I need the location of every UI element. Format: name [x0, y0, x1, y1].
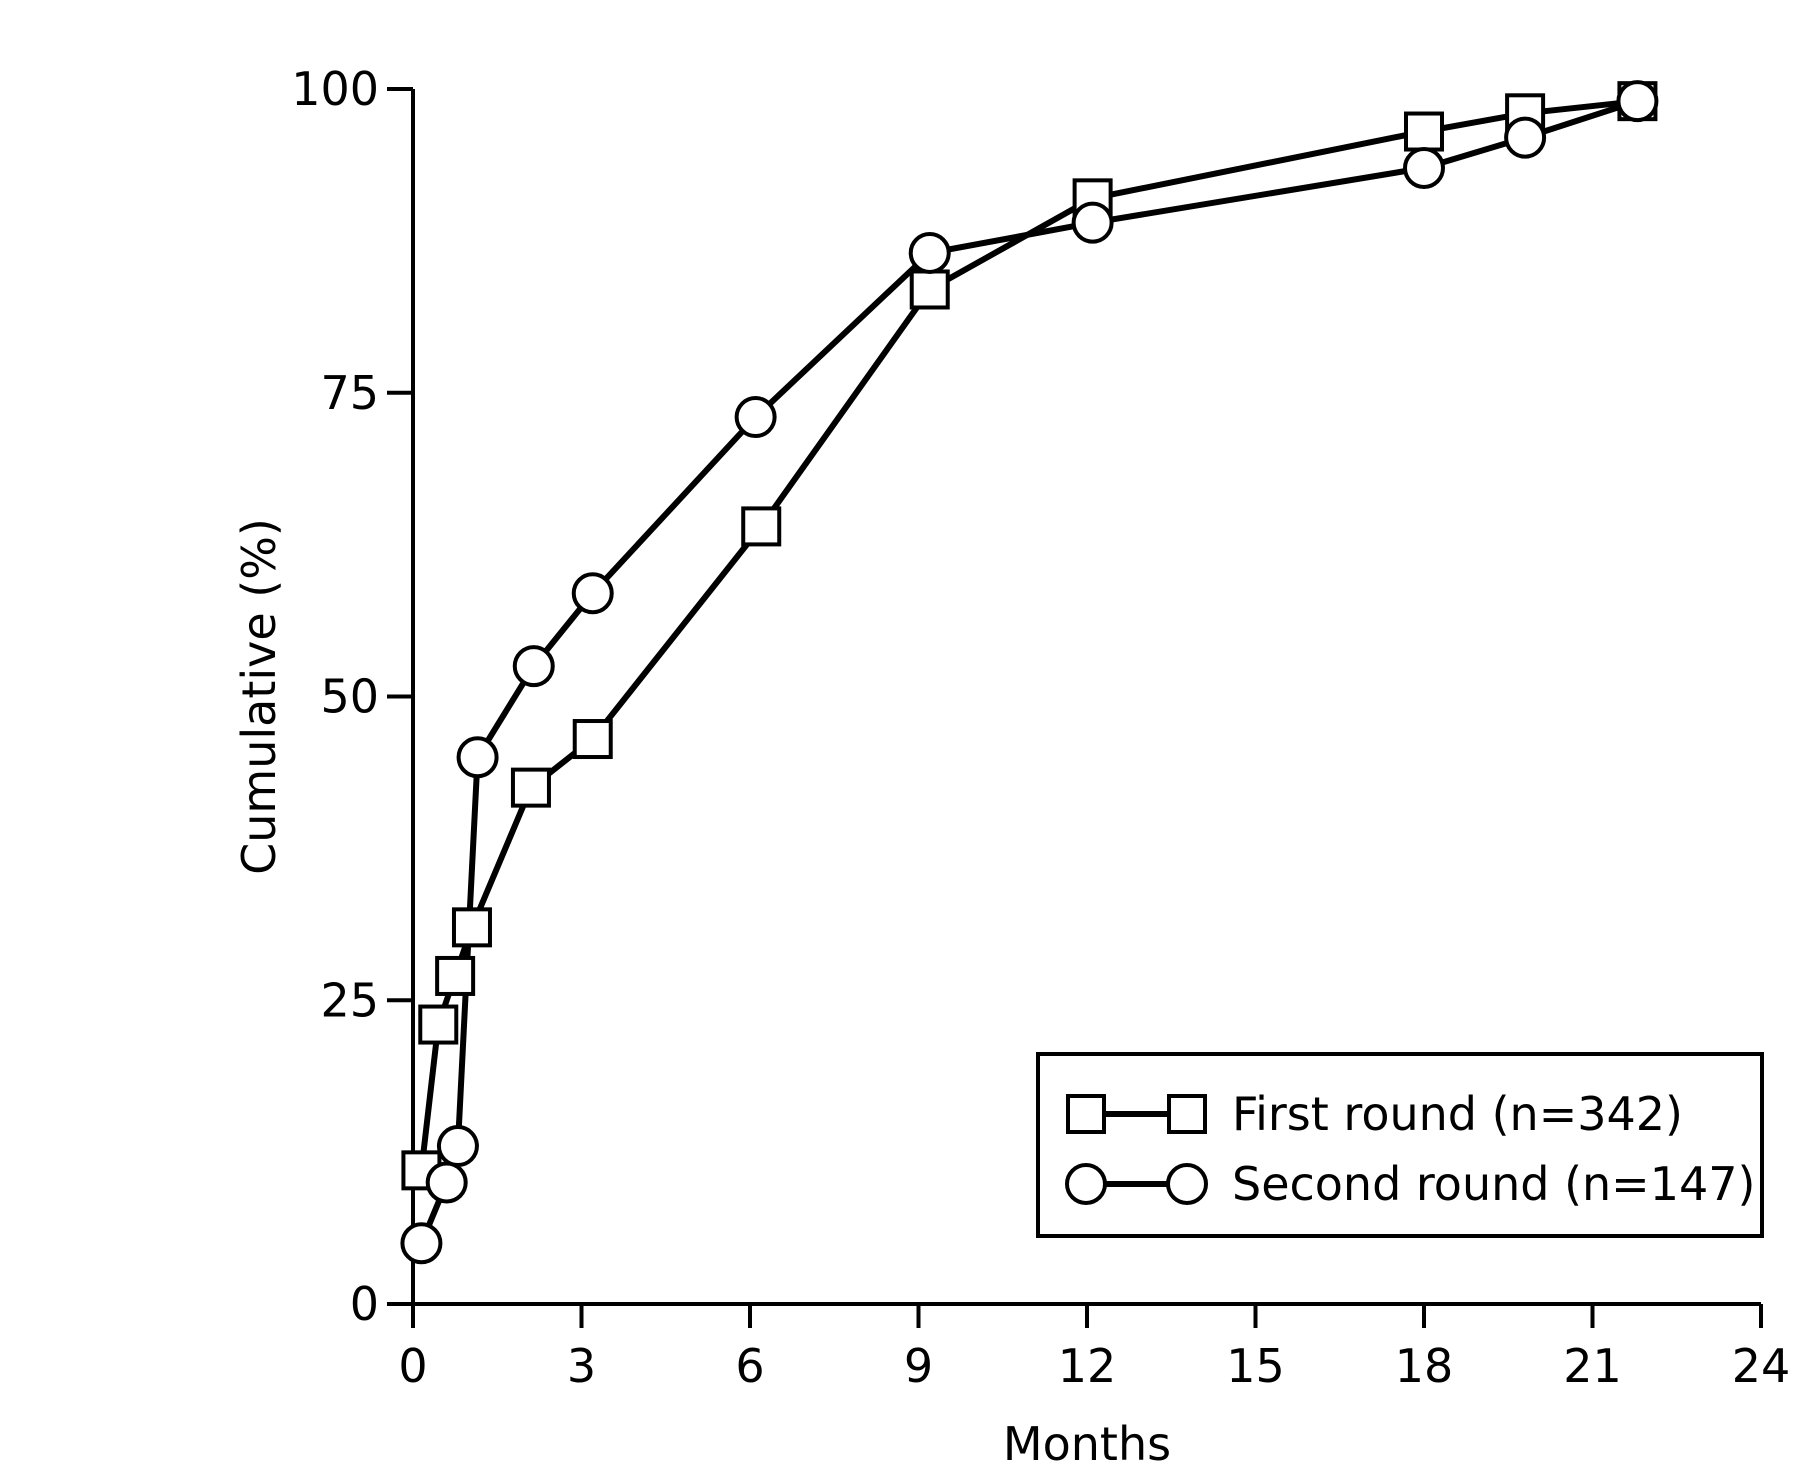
- x-axis-title: Months: [1003, 1417, 1171, 1471]
- second-round-data-point: [1403, 146, 1445, 189]
- second-round-legend-marker: [1065, 1163, 1107, 1205]
- y-tick-label: 50: [320, 670, 379, 724]
- axes: 0 25 50 75 100 0 3 6 9 12 15 18 21 24: [291, 62, 1790, 1393]
- second-round-data-point: [1071, 201, 1114, 244]
- first-round-data-point: [451, 907, 492, 948]
- x-tick-label: 9: [904, 1339, 933, 1393]
- y-tick-label: 25: [320, 973, 379, 1027]
- second-round-data-point: [1616, 80, 1659, 123]
- first-round-data-point: [572, 719, 613, 760]
- x-tick-label: 21: [1563, 1339, 1622, 1393]
- first-round-legend-marker: [1066, 1094, 1106, 1134]
- first-round-data-point: [418, 1004, 459, 1045]
- x-tick-label: 24: [1732, 1339, 1791, 1393]
- second-round-data-point: [436, 1125, 479, 1168]
- x-tick-label: 6: [735, 1339, 764, 1393]
- second-round-data-point: [1504, 116, 1547, 159]
- legend: First round (n=342) Second round (n=147): [1036, 1052, 1764, 1238]
- y-axis-title: Cumulative (%): [232, 518, 286, 875]
- x-tick-label: 0: [398, 1339, 427, 1393]
- x-tick-label: 12: [1058, 1339, 1117, 1393]
- second-round-data-point: [425, 1161, 468, 1204]
- x-tick-label: 18: [1395, 1339, 1454, 1393]
- first-round-data-point: [741, 506, 782, 547]
- first-round-data-point: [909, 269, 950, 310]
- x-tick-label: 3: [567, 1339, 596, 1393]
- second-round-data-point: [512, 645, 555, 688]
- y-tick-label: 0: [350, 1277, 379, 1331]
- second-round-data-point: [400, 1222, 443, 1265]
- first-round-legend-label: First round (n=342): [1232, 1087, 1683, 1141]
- series-layer: [400, 80, 1659, 1265]
- y-tick-label: 100: [291, 62, 379, 116]
- second-round-legend-marker: [1166, 1163, 1208, 1205]
- first-round-series-line: [418, 98, 1638, 1171]
- first-round-data-point: [435, 955, 476, 996]
- first-round-legend-marker: [1167, 1094, 1207, 1134]
- second-round-data-point: [456, 736, 499, 779]
- second-round-data-point: [908, 232, 951, 275]
- second-round-legend-label: Second round (n=147): [1232, 1157, 1755, 1211]
- y-tick-label: 75: [320, 366, 379, 420]
- first-round-data-point: [510, 767, 551, 808]
- second-round-data-point: [734, 396, 777, 439]
- first-round-data-point: [1404, 111, 1444, 152]
- x-tick-label: 15: [1226, 1339, 1285, 1393]
- legend-box: [1036, 1052, 1764, 1238]
- second-round-data-point: [571, 572, 614, 615]
